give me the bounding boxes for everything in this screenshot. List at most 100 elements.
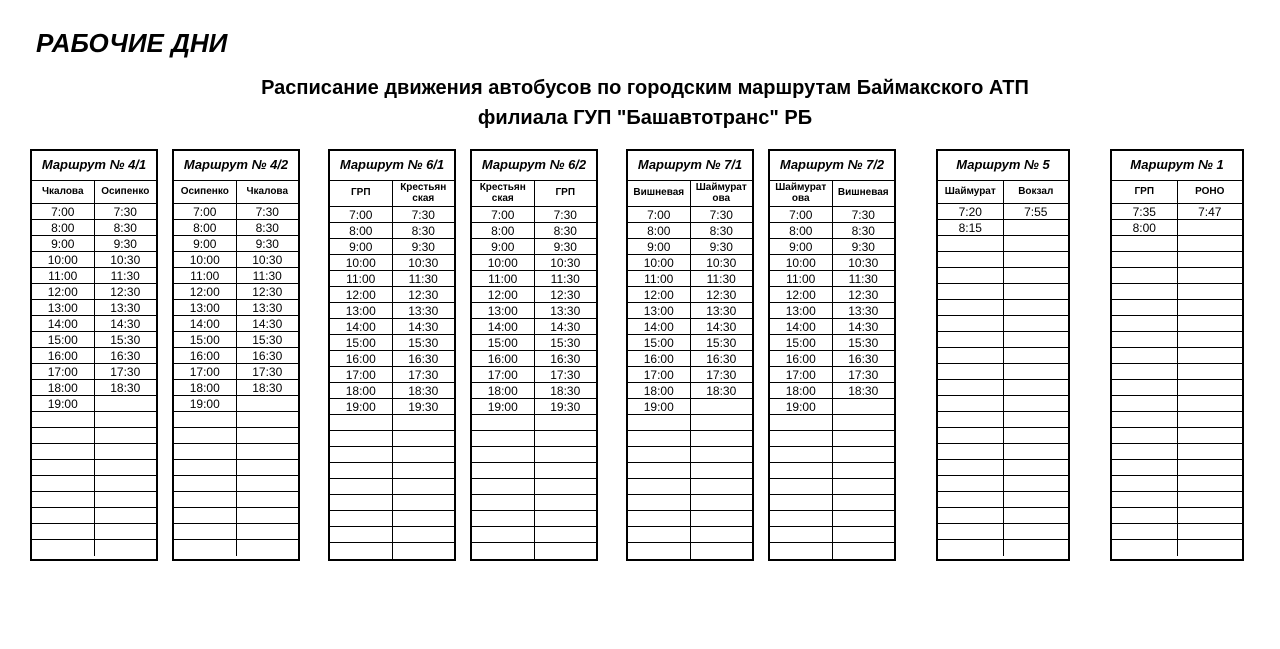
time-cell: 9:00 — [472, 239, 534, 254]
time-cell: 13:30 — [534, 303, 597, 318]
time-cell — [938, 380, 1003, 395]
time-cell — [236, 428, 299, 443]
table-row: 7:007:30 — [770, 207, 894, 223]
time-cell — [534, 543, 597, 559]
time-cell — [628, 479, 690, 494]
time-cell — [938, 412, 1003, 427]
table-row: 11:0011:30 — [628, 271, 752, 287]
time-cell — [1177, 252, 1243, 267]
table-row — [770, 543, 894, 559]
table-row: 13:0013:30 — [330, 303, 454, 319]
time-cell: 14:00 — [174, 316, 236, 331]
table-row — [1112, 508, 1242, 524]
time-cell — [1177, 540, 1243, 556]
table-row: 16:0016:30 — [628, 351, 752, 367]
table-row: 17:0017:30 — [174, 364, 298, 380]
time-cell: 14:30 — [94, 316, 157, 331]
table-row: 16:0016:30 — [174, 348, 298, 364]
time-cell: 14:00 — [32, 316, 94, 331]
table-row — [628, 511, 752, 527]
table-row — [1112, 364, 1242, 380]
table-row: 14:0014:30 — [770, 319, 894, 335]
time-cell — [1003, 540, 1069, 556]
time-cell: 17:30 — [236, 364, 299, 379]
table-row: 13:0013:30 — [174, 300, 298, 316]
page-main-title: РАБОЧИЕ ДНИ — [36, 28, 1260, 59]
time-cell: 7:00 — [174, 204, 236, 219]
table-row — [938, 460, 1068, 476]
route-title: Маршрут № 7/1 — [628, 151, 752, 181]
time-cell: 11:00 — [174, 268, 236, 283]
time-cell — [32, 492, 94, 507]
table-row: 14:0014:30 — [472, 319, 596, 335]
time-cell: 19:00 — [174, 396, 236, 411]
time-cell: 15:00 — [628, 335, 690, 350]
time-cell: 8:15 — [938, 220, 1003, 235]
table-row: 18:0018:30 — [174, 380, 298, 396]
time-cell: 16:00 — [472, 351, 534, 366]
table-row — [174, 428, 298, 444]
column-header: Шаймурат — [938, 181, 1003, 203]
time-cell — [330, 543, 392, 559]
time-cell — [32, 412, 94, 427]
time-cell: 10:30 — [534, 255, 597, 270]
time-cell — [1003, 492, 1069, 507]
time-cell — [534, 527, 597, 542]
column-header: Осипенко — [174, 181, 236, 203]
time-cell — [472, 479, 534, 494]
time-cell: 19:00 — [472, 399, 534, 414]
page-subtitle: Расписание движения автобусов по городск… — [30, 73, 1260, 133]
column-header: Чкалова — [236, 181, 299, 203]
time-cell — [690, 463, 753, 478]
table-row — [174, 524, 298, 540]
column-headers: ГРПКрестьянская — [330, 181, 454, 207]
time-cell: 9:00 — [628, 239, 690, 254]
time-cell: 12:30 — [832, 287, 895, 302]
time-cell — [690, 479, 753, 494]
time-cell — [938, 396, 1003, 411]
column-header: Вокзал — [1003, 181, 1069, 203]
table-row: 10:0010:30 — [472, 255, 596, 271]
time-cell — [392, 511, 455, 526]
time-cell: 7:00 — [330, 207, 392, 222]
time-cell: 18:30 — [832, 383, 895, 398]
time-cell: 18:30 — [94, 380, 157, 395]
time-cell — [330, 415, 392, 430]
time-cell: 16:30 — [392, 351, 455, 366]
time-cell — [1177, 492, 1243, 507]
time-cell — [938, 540, 1003, 556]
table-row — [330, 447, 454, 463]
time-cell: 12:30 — [392, 287, 455, 302]
time-cell — [174, 412, 236, 427]
time-cell — [938, 460, 1003, 475]
time-cell — [236, 396, 299, 411]
time-cell — [534, 495, 597, 510]
time-cell — [1177, 332, 1243, 347]
schedule-table-r5: Маршрут № 5ШаймуратВокзал7:207:558:15 — [936, 149, 1070, 561]
time-cell — [392, 543, 455, 559]
time-cell — [236, 508, 299, 523]
table-row — [174, 508, 298, 524]
time-cell: 14:00 — [472, 319, 534, 334]
time-cell — [330, 511, 392, 526]
table-row — [938, 380, 1068, 396]
table-row — [1112, 284, 1242, 300]
table-row — [32, 524, 156, 540]
time-cell — [32, 476, 94, 491]
table-row: 7:007:30 — [628, 207, 752, 223]
time-cell: 14:00 — [330, 319, 392, 334]
column-header: Осипенко — [94, 181, 157, 203]
table-row — [938, 268, 1068, 284]
table-row — [330, 511, 454, 527]
time-cell: 9:00 — [770, 239, 832, 254]
time-cell — [770, 415, 832, 430]
table-row: 11:0011:30 — [770, 271, 894, 287]
time-cell — [628, 431, 690, 446]
time-cell — [832, 511, 895, 526]
table-row — [472, 527, 596, 543]
table-row: 11:0011:30 — [32, 268, 156, 284]
column-headers: ШаймуратВокзал — [938, 181, 1068, 204]
table-row — [330, 543, 454, 559]
time-cell — [938, 252, 1003, 267]
time-cell — [770, 463, 832, 478]
